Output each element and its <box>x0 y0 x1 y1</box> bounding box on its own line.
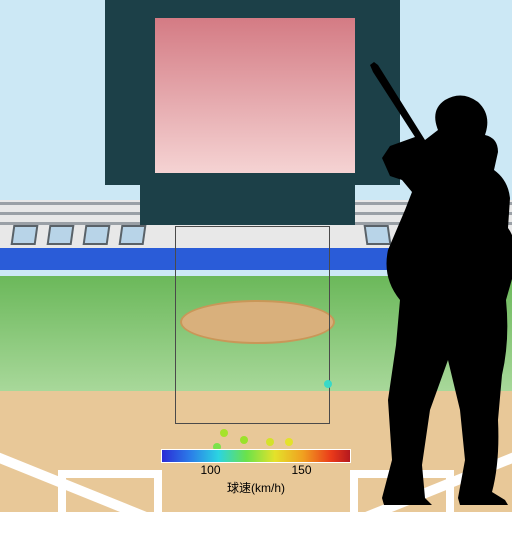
colorbar-label: 球速(km/h) <box>161 479 351 496</box>
pitch-marker <box>240 436 248 444</box>
batters-box-left <box>58 470 162 530</box>
pitch-marker <box>220 429 228 437</box>
speed-colorbar <box>161 449 351 463</box>
colorbar-ticks: · 100 · 150 · <box>161 463 351 477</box>
stand-window <box>47 225 75 245</box>
stand-window <box>11 225 39 245</box>
scoreboard-base <box>140 185 355 225</box>
pitch-marker <box>266 438 274 446</box>
scoreboard-screen <box>155 18 355 173</box>
pitch-location-chart: · 100 · 150 · 球速(km/h) <box>0 0 512 512</box>
stand-window <box>83 225 111 245</box>
tick-label: 150 <box>291 463 311 477</box>
stand-window <box>119 225 147 245</box>
pitch-marker <box>285 438 293 446</box>
speed-legend: · 100 · 150 · 球速(km/h) <box>161 449 351 496</box>
strike-zone <box>175 226 330 424</box>
tick-label: 100 <box>200 463 220 477</box>
batter-silhouette <box>330 60 512 505</box>
